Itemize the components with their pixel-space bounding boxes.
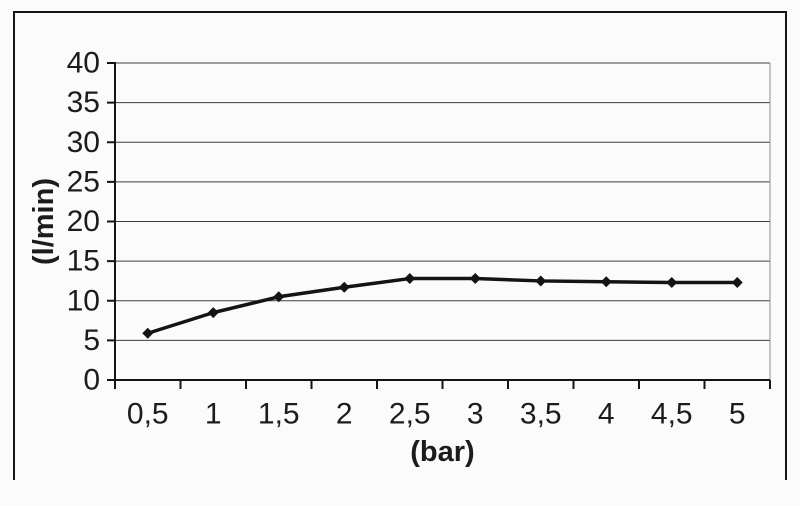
data-point-marker-2 bbox=[207, 307, 219, 319]
data-point-marker-4 bbox=[338, 281, 350, 293]
y-tick-label-30: 30 bbox=[67, 126, 100, 159]
x-tick-label-7: 3,5 bbox=[520, 398, 562, 431]
data-point-marker-3 bbox=[273, 291, 285, 303]
data-point-marker-8 bbox=[600, 276, 612, 288]
x-tick-label-6: 3 bbox=[467, 398, 484, 431]
y-tick-label-5: 5 bbox=[83, 324, 100, 357]
gridlines bbox=[115, 62, 771, 380]
series-line-flow-rate bbox=[146, 276, 739, 335]
x-tick-label-3: 1,5 bbox=[258, 398, 300, 431]
y-tick-label-10: 10 bbox=[67, 284, 100, 317]
y-tick-label-0: 0 bbox=[83, 364, 100, 397]
x-tick-label-8: 4 bbox=[598, 398, 615, 431]
y-tick-label-25: 25 bbox=[67, 165, 100, 198]
chart-frame bbox=[13, 11, 787, 480]
x-tick-label-1: 0,5 bbox=[127, 398, 169, 431]
y-tick-label-15: 15 bbox=[67, 245, 100, 278]
axis-labels: (bar) (l/min) bbox=[28, 178, 475, 468]
x-tick-label-10: 5 bbox=[729, 398, 746, 431]
x-tick-label-4: 2 bbox=[336, 398, 353, 431]
y-axis-title: (l/min) bbox=[28, 178, 60, 265]
x-tick-label-2: 1 bbox=[205, 398, 222, 431]
data-point-marker-1 bbox=[142, 327, 154, 339]
data-point-marker-7 bbox=[535, 275, 547, 287]
axes: 0 5 10 15 20 25 30 35 40 0,5 1 1,5 2 2,5 3 3,5 4 4,5 5 bbox=[67, 47, 771, 431]
x-tick-label-9: 4,5 bbox=[651, 398, 693, 431]
data-point-marker-10 bbox=[731, 277, 743, 289]
data-point-marker-5 bbox=[404, 273, 416, 285]
data-point-marker-9 bbox=[666, 277, 678, 289]
data-series bbox=[142, 273, 743, 339]
y-tick-label-40: 40 bbox=[67, 47, 100, 80]
x-tick-label-5: 2,5 bbox=[389, 398, 431, 431]
y-tick-label-35: 35 bbox=[67, 86, 100, 119]
y-tick-label-20: 20 bbox=[67, 205, 100, 238]
data-point-marker-6 bbox=[469, 273, 481, 285]
x-axis-title: (bar) bbox=[410, 436, 474, 468]
